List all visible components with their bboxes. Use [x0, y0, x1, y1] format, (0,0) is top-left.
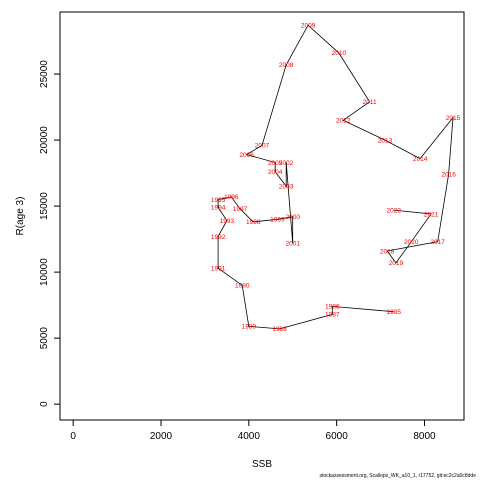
- year-label-1994: 1994: [211, 205, 226, 212]
- x-tick-label: 6000: [326, 431, 349, 442]
- y-axis: 0 5000 10000 15000 20000 25000: [39, 60, 60, 407]
- year-label-2012: 2012: [336, 118, 351, 125]
- year-label-2004: 2004: [268, 169, 283, 176]
- year-label-1987: 1987: [325, 312, 340, 319]
- year-label-1992: 1992: [211, 234, 226, 241]
- y-tick-label: 5000: [39, 327, 50, 350]
- year-label-2003: 2003: [279, 184, 294, 191]
- x-tick-label: 8000: [413, 431, 436, 442]
- y-tick-label: 10000: [39, 258, 50, 286]
- plot-frame: [59, 11, 465, 421]
- year-label-2013: 2013: [378, 137, 393, 144]
- year-label-1991: 1991: [211, 265, 226, 272]
- year-label-1986: 1986: [325, 304, 340, 311]
- year-label-2006: 2006: [239, 152, 254, 159]
- year-label-2011: 2011: [363, 99, 377, 106]
- year-label-1985: 1985: [387, 309, 402, 316]
- year-label-2018: 2018: [380, 248, 395, 255]
- year-label-2009: 2009: [301, 23, 316, 30]
- year-label-1996: 1996: [224, 194, 239, 201]
- year-label-1988: 1988: [272, 326, 287, 333]
- year-label-2016: 2016: [441, 172, 456, 179]
- y-tick-label: 15000: [39, 192, 50, 220]
- year-label-2017: 2017: [430, 239, 445, 246]
- y-tick-label: 20000: [39, 126, 50, 154]
- year-label-2022: 2022: [387, 207, 402, 214]
- year-label-1990: 1990: [235, 283, 250, 290]
- year-label-2014: 2014: [413, 156, 428, 163]
- x-axis: 0 2000 4000 6000 8000: [70, 420, 436, 442]
- year-label-1993: 1993: [220, 218, 235, 225]
- year-label-2015: 2015: [446, 115, 461, 122]
- year-label-2021: 2021: [424, 211, 439, 218]
- year-label-2000: 2000: [286, 214, 301, 221]
- year-label-1998: 1998: [246, 219, 261, 226]
- year-label-2001: 2001: [286, 240, 301, 247]
- year-label-2005: 2005: [268, 160, 283, 167]
- year-label-2010: 2010: [332, 50, 347, 57]
- x-tick-label: 0: [70, 431, 76, 442]
- year-label-2020: 2020: [404, 239, 419, 246]
- y-axis-title: R(age 3): [15, 197, 26, 236]
- x-axis-title: SSB: [252, 459, 272, 470]
- year-label-2019: 2019: [389, 260, 404, 267]
- year-label-2007: 2007: [255, 143, 270, 150]
- year-label-1997: 1997: [233, 206, 248, 213]
- sr-trajectory-line: [217, 24, 454, 330]
- y-tick-label: 25000: [39, 60, 50, 88]
- year-label-1989: 1989: [242, 324, 257, 331]
- year-label-2008: 2008: [279, 62, 294, 69]
- footnote: stockassessment.org, Scallops_WK_a10_1, …: [320, 473, 477, 479]
- x-tick-label: 4000: [238, 431, 261, 442]
- year-label-1995: 1995: [211, 197, 226, 204]
- x-tick-label: 2000: [150, 431, 173, 442]
- year-label-2002: 2002: [279, 160, 294, 167]
- year-label-1999: 1999: [270, 217, 285, 224]
- y-tick-label: 0: [39, 401, 50, 407]
